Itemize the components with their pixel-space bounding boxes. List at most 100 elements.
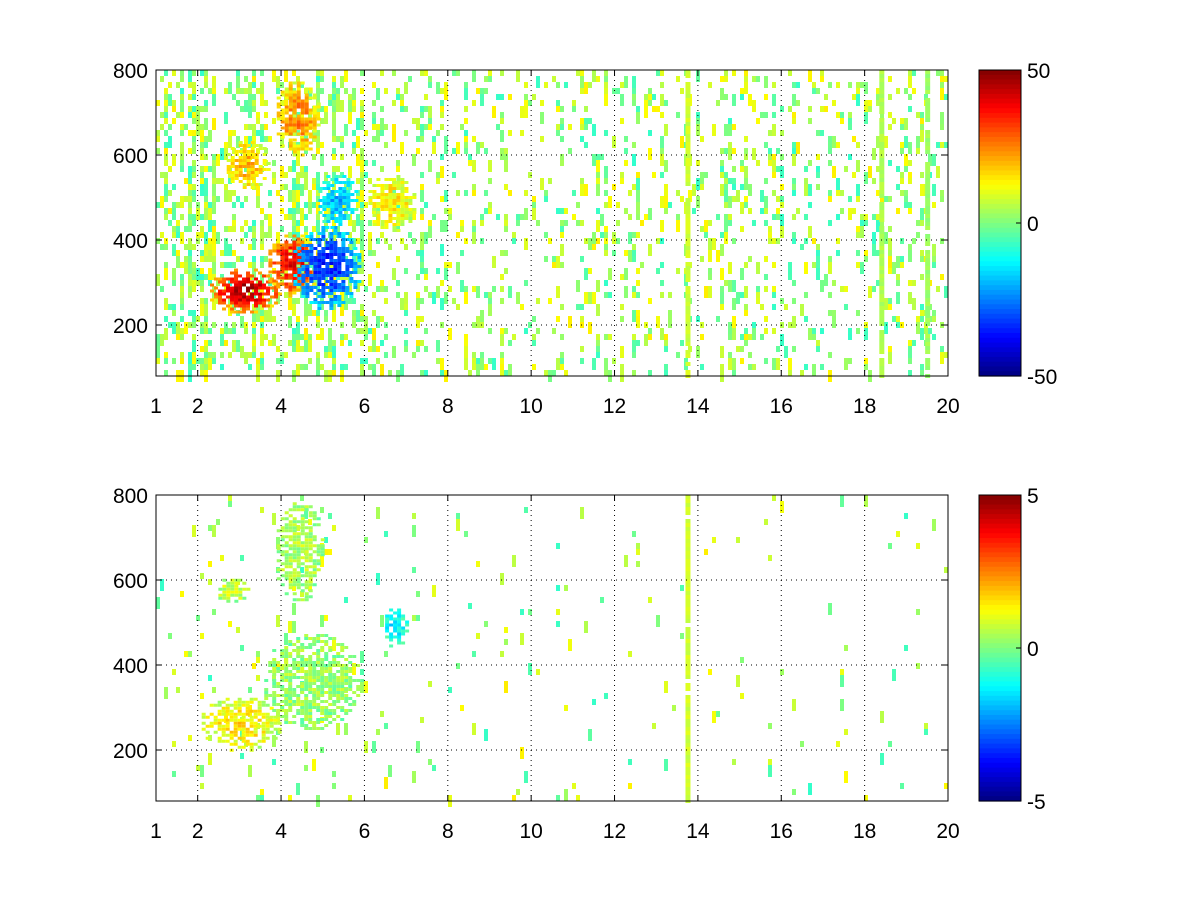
heatmap-cell: [428, 292, 432, 298]
heatmap-cell: [284, 517, 289, 521]
heatmap-cell: [305, 259, 310, 262]
heatmap-cell: [300, 282, 305, 286]
heatmap-cell: [440, 154, 444, 160]
heatmap-cell: [221, 700, 226, 704]
heatmap-cell: [296, 117, 301, 121]
heatmap-cell: [860, 82, 864, 88]
heatmap-cell: [232, 202, 236, 208]
heatmap-cell: [380, 184, 385, 187]
heatmap-cell: [292, 643, 297, 646]
heatmap-cell: [204, 316, 208, 322]
heatmap-cell: [604, 178, 608, 184]
heatmap-cell: [284, 234, 289, 238]
heatmap-cell: [229, 715, 234, 719]
heatmap-cell: [316, 727, 321, 730]
heatmap-cell: [241, 700, 246, 704]
heatmap-cell: [273, 736, 278, 740]
heatmap-cell: [636, 190, 640, 202]
heatmap-streak-cell: [685, 771, 691, 775]
heatmap-cell: [212, 609, 216, 615]
heatmap-cell: [372, 741, 376, 753]
heatmap-cell: [420, 256, 424, 262]
colorbar-swatch: [979, 89, 1021, 95]
heatmap-cell: [360, 106, 364, 112]
heatmap-cell: [620, 118, 624, 124]
heatmap-cell: [580, 76, 584, 88]
heatmap-cell: [920, 172, 924, 178]
heatmap-cell: [876, 100, 880, 106]
heatmap-cell: [600, 232, 604, 238]
heatmap-cell: [353, 271, 358, 274]
heatmap-cell: [240, 753, 244, 759]
heatmap-cell: [760, 304, 764, 310]
heatmap-cell: [216, 196, 220, 202]
heatmap-cell: [284, 688, 289, 691]
heatmap-cell: [424, 202, 428, 208]
heatmap-cell: [472, 358, 476, 370]
heatmap-cell: [232, 214, 236, 220]
heatmap-cell: [408, 217, 413, 220]
heatmap-cell: [388, 187, 393, 190]
heatmap-cell: [320, 712, 325, 715]
heatmap-cell: [273, 721, 278, 725]
heatmap-cell: [296, 340, 300, 346]
heatmap-cell: [392, 208, 397, 211]
heatmap-cell: [308, 519, 312, 525]
heatmap-streak-cell: [685, 615, 691, 619]
heatmap-cell: [228, 130, 232, 136]
heatmap-cell: [330, 226, 335, 229]
heatmap-cell: [296, 316, 300, 322]
heatmap-cell: [329, 286, 334, 289]
heatmap-cell: [276, 537, 280, 549]
heatmap-cell: [353, 280, 358, 283]
heatmap-cell: [304, 246, 309, 250]
heatmap-cell: [660, 238, 664, 244]
heatmap-cell: [350, 199, 355, 202]
heatmap-cell: [288, 285, 293, 289]
heatmap-cell: [420, 190, 424, 202]
heatmap-cell: [564, 705, 568, 711]
heatmap-cell: [292, 267, 297, 271]
heatmap-cell: [296, 661, 301, 664]
heatmap-cell: [228, 82, 232, 94]
heatmap-cell: [242, 156, 247, 159]
heatmap-cell: [496, 124, 500, 130]
heatmap-cell: [220, 334, 224, 346]
heatmap-cell: [668, 316, 672, 328]
heatmap-cell: [260, 274, 264, 286]
heatmap-cell: [248, 106, 252, 118]
heatmap-cell: [752, 364, 756, 370]
heatmap-cell: [321, 250, 326, 253]
heatmap-cell: [269, 724, 274, 728]
heatmap-cell: [900, 118, 904, 124]
heatmap-cell: [384, 651, 388, 657]
heatmap-cell: [312, 673, 317, 676]
heatmap-cell: [368, 196, 373, 199]
heatmap-cell: [632, 244, 636, 250]
heatmap-cell: [288, 316, 292, 328]
heatmap-cell: [720, 148, 724, 154]
heatmap-cell: [266, 298, 271, 302]
heatmap-cell: [329, 307, 334, 310]
heatmap-cell: [184, 268, 188, 274]
heatmap-cell: [304, 93, 309, 97]
heatmap-streak-cell: [685, 647, 691, 651]
heatmap-streak-cell: [879, 350, 885, 354]
heatmap-cell: [308, 571, 313, 575]
heatmap-cell: [216, 280, 220, 286]
heatmap-cell: [296, 670, 301, 673]
heatmap-cell: [308, 120, 313, 124]
heatmap-cell: [326, 202, 331, 205]
heatmap-cell: [876, 280, 880, 286]
heatmap-cell: [316, 352, 320, 358]
heatmap-cell: [337, 283, 342, 286]
heatmap-cell: [772, 190, 776, 196]
heatmap-cell: [326, 181, 331, 184]
heatmap-cell: [532, 94, 536, 100]
heatmap-streak-cell: [685, 226, 691, 230]
heatmap-cell: [404, 211, 409, 214]
heatmap-cell: [580, 124, 584, 130]
heatmap-cell: [242, 587, 247, 591]
heatmap-cell: [596, 238, 600, 244]
heatmap-cell: [280, 243, 285, 247]
